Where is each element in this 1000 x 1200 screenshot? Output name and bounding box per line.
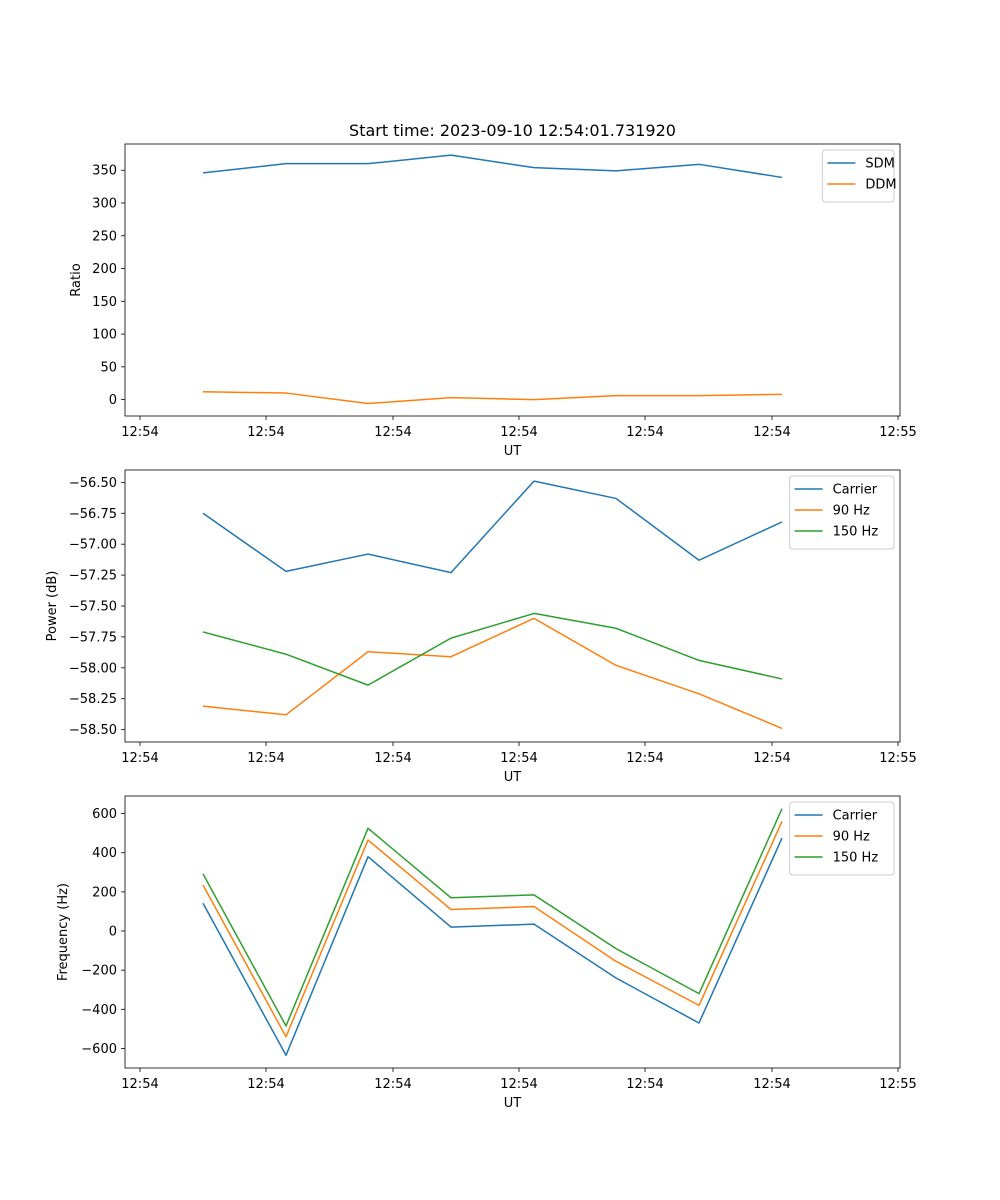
x-tick-label: 12:54 [500,1077,537,1092]
y-tick-label: −600 [81,1042,117,1057]
x-tick-label: 12:54 [374,425,411,440]
x-tick-label: 12:54 [626,1077,663,1092]
y-tick-label: −58.50 [69,723,117,738]
legend-entry: 90 Hz [833,830,870,845]
y-axis-label: Frequency (Hz) [56,883,71,981]
x-tick-label: 12:54 [753,751,790,766]
y-tick-label: 400 [92,846,117,861]
y-tick-label: 350 [92,164,117,179]
series-line-150-hz [202,808,783,1027]
y-tick-label: −400 [81,1003,117,1018]
y-tick-label: 300 [92,196,117,211]
y-tick-label: 150 [92,295,117,310]
axes-frame [124,143,901,417]
series-line-90-hz [202,821,783,1038]
series-line-90-hz [202,617,783,730]
legend: SDM DDM [821,149,897,203]
y-tick-label: −57.75 [69,630,117,645]
x-tick-label: 12:54 [500,425,537,440]
y-tick-label: −57.25 [69,569,117,584]
x-tick-label: 12:54 [374,751,411,766]
legend-entry: Carrier [833,483,878,498]
chart-panel-2: 12:54 12:54 12:54 12:54 12:54 12:54 12:55 UT −58… [45,469,917,785]
x-tick-label: 12:54 [500,751,537,766]
chart-panel-1: 12:54 12:54 12:54 12:54 12:54 12:54 12:55 UT 0 50… [69,121,917,459]
y-tick-label: 0 [109,925,117,940]
x-tick-label: 12:54 [247,751,284,766]
series-line-carrier [202,837,783,1057]
series-line-sdm [202,154,783,179]
y-tick-label: 0 [109,393,117,408]
chart-title: Start time: 2023-09-10 12:54:01.731920 [349,121,676,140]
legend-entry: SDM [865,157,894,172]
y-tick-label: −56.50 [69,476,117,491]
legend: Carrier 90 Hz 150 Hz [789,475,895,550]
series-line-ddm [202,391,783,405]
series-line-150-hz [202,612,783,686]
y-tick-label: 200 [92,885,117,900]
x-tick-label: 12:54 [374,1077,411,1092]
x-tick-label: 12:54 [753,1077,790,1092]
series-line-carrier [202,480,783,574]
x-axis-label: UT [504,770,522,785]
x-tick-label: 12:54 [121,751,158,766]
x-tick-label: 12:55 [879,425,916,440]
legend-entry: 150 Hz [833,851,879,866]
y-tick-label: −58.25 [69,692,117,707]
chart-panel-3: 12:54 12:54 12:54 12:54 12:54 12:54 12:55 UT −60… [56,795,917,1111]
x-tick-label: 12:55 [879,751,916,766]
legend-entry: DDM [865,178,896,193]
y-axis-label: Power (dB) [45,571,60,642]
x-tick-label: 12:55 [879,1077,916,1092]
y-tick-label: −200 [81,964,117,979]
y-tick-label: 200 [92,262,117,277]
x-axis-label: UT [504,1096,522,1111]
y-tick-label: 600 [92,807,117,822]
y-tick-label: 100 [92,328,117,343]
y-tick-label: −57.00 [69,538,117,553]
x-tick-label: 12:54 [626,751,663,766]
y-tick-label: −57.50 [69,600,117,615]
x-tick-label: 12:54 [121,425,158,440]
x-tick-label: 12:54 [247,1077,284,1092]
y-tick-label: 250 [92,229,117,244]
x-tick-label: 12:54 [247,425,284,440]
legend-entry: Carrier [833,809,878,824]
axes-frame [124,795,901,1069]
y-tick-label: 50 [100,360,117,375]
legend: Carrier 90 Hz 150 Hz [789,801,895,876]
legend-entry: 150 Hz [833,525,879,540]
y-tick-label: −56.75 [69,507,117,522]
y-axis-label: Ratio [69,263,84,296]
axes-frame [124,469,901,743]
x-axis-label: UT [504,444,522,459]
x-tick-label: 12:54 [753,425,790,440]
y-tick-label: −58.00 [69,661,117,676]
x-tick-label: 12:54 [121,1077,158,1092]
x-tick-label: 12:54 [626,425,663,440]
legend-entry: 90 Hz [833,504,870,519]
